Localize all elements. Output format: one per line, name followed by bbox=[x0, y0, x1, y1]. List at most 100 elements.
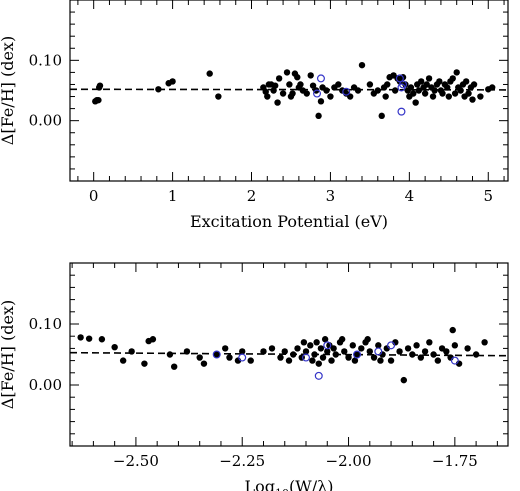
data-point-filled bbox=[353, 351, 361, 358]
data-point-filled bbox=[283, 69, 291, 76]
x-tick-label: −1.75 bbox=[432, 452, 478, 470]
data-point-filled bbox=[247, 357, 254, 364]
data-point-filled bbox=[429, 93, 437, 100]
data-point-filled bbox=[262, 88, 269, 95]
data-point-filled bbox=[464, 345, 471, 352]
data-point-filled bbox=[421, 90, 429, 97]
data-point-filled bbox=[271, 82, 279, 89]
data-point-filled bbox=[489, 84, 496, 91]
data-point-filled bbox=[426, 339, 433, 346]
data-point-filled bbox=[170, 363, 178, 370]
data-point-filled bbox=[328, 357, 335, 364]
data-point-filled bbox=[311, 351, 318, 358]
data-point-filled bbox=[449, 75, 456, 82]
data-point-filled bbox=[378, 112, 385, 120]
data-point-filled bbox=[341, 348, 348, 355]
data-point-filled bbox=[358, 345, 365, 352]
data-point-filled bbox=[260, 348, 267, 355]
data-point-filled bbox=[315, 112, 322, 120]
data-point-filled bbox=[354, 87, 362, 94]
y-tick-label: 0.10 bbox=[29, 315, 62, 333]
data-point-filled bbox=[196, 354, 203, 361]
data-point-filled bbox=[239, 348, 246, 355]
data-point-filled bbox=[462, 78, 470, 85]
data-point-filled bbox=[206, 70, 213, 77]
data-point-filled bbox=[294, 345, 301, 352]
plot-frame bbox=[69, 0, 509, 182]
data-point-open bbox=[399, 80, 408, 89]
data-point-filled bbox=[402, 81, 409, 88]
data-point-filled bbox=[141, 360, 148, 367]
data-point-filled bbox=[477, 93, 484, 100]
data-point-filled bbox=[324, 348, 331, 355]
data-point-filled bbox=[213, 351, 220, 358]
x-tick-label: −2.25 bbox=[219, 452, 265, 470]
y-tick-label: 0.00 bbox=[29, 112, 62, 130]
data-point-filled bbox=[449, 326, 456, 334]
x-tick-label: 0 bbox=[89, 187, 99, 205]
data-point-filled bbox=[327, 93, 334, 100]
data-point-filled bbox=[315, 360, 322, 367]
data-point-filled bbox=[332, 351, 339, 358]
data-point-filled bbox=[387, 357, 395, 364]
data-point-filled bbox=[351, 357, 359, 364]
data-point-filled bbox=[264, 93, 271, 100]
data-point-filled bbox=[417, 78, 425, 85]
data-point-filled bbox=[155, 86, 162, 93]
data-point-filled bbox=[366, 348, 373, 355]
data-point-filled bbox=[149, 336, 157, 343]
data-point-open bbox=[353, 350, 362, 359]
data-point-filled bbox=[297, 81, 304, 88]
data-point-filled bbox=[307, 342, 314, 349]
data-point-filled bbox=[321, 336, 329, 343]
y-axis-label: Δ[Fe/H] (dex) bbox=[0, 36, 17, 145]
data-point-filled bbox=[382, 93, 389, 100]
data-point-filled bbox=[85, 335, 93, 342]
data-point-filled bbox=[445, 93, 453, 100]
x-axis-label: Excitation Potential (eV) bbox=[190, 212, 388, 231]
data-point-open bbox=[302, 353, 311, 362]
data-point-filled bbox=[303, 90, 310, 97]
data-point-filled bbox=[451, 342, 459, 349]
mean-dashed-line bbox=[69, 351, 509, 357]
data-point-filled bbox=[434, 357, 442, 364]
data-point-filled bbox=[323, 87, 330, 94]
data-point-filled bbox=[95, 96, 102, 104]
data-point-filled bbox=[275, 75, 283, 82]
data-point-filled bbox=[421, 348, 429, 355]
data-point-filled bbox=[300, 339, 308, 346]
data-point-filled bbox=[277, 354, 284, 361]
data-point-filled bbox=[290, 351, 297, 358]
data-point-filled bbox=[481, 339, 488, 346]
data-point-filled bbox=[409, 351, 416, 358]
data-point-filled bbox=[472, 351, 480, 358]
x-axis-label: Log10(W/λ) bbox=[245, 477, 334, 491]
data-point-filled bbox=[417, 354, 425, 361]
data-point-filled bbox=[268, 345, 276, 352]
data-point-filled bbox=[285, 357, 293, 364]
data-point-filled bbox=[415, 87, 423, 94]
x-tick-label: −2.00 bbox=[326, 452, 372, 470]
x-tick-label: 1 bbox=[168, 187, 178, 205]
data-point-filled bbox=[470, 81, 478, 88]
data-point-filled bbox=[274, 99, 281, 106]
data-point-filled bbox=[111, 343, 118, 351]
data-point-filled bbox=[317, 345, 325, 352]
data-point-filled bbox=[281, 348, 288, 355]
data-point-filled bbox=[430, 351, 437, 358]
data-point-open bbox=[238, 353, 247, 362]
data-point-filled bbox=[183, 348, 191, 355]
data-point-open bbox=[397, 107, 406, 116]
data-point-filled bbox=[358, 61, 366, 69]
data-point-filled bbox=[370, 354, 378, 361]
data-point-filled bbox=[400, 376, 408, 384]
data-point-filled bbox=[469, 96, 476, 103]
data-point-filled bbox=[413, 342, 420, 349]
y-axis-label: Δ[Fe/H] (dex) bbox=[0, 300, 17, 409]
data-point-filled bbox=[396, 348, 403, 355]
data-point-filled bbox=[407, 84, 415, 91]
plot-frame bbox=[69, 262, 509, 447]
data-point-filled bbox=[451, 90, 459, 97]
data-point-filled bbox=[453, 69, 460, 76]
